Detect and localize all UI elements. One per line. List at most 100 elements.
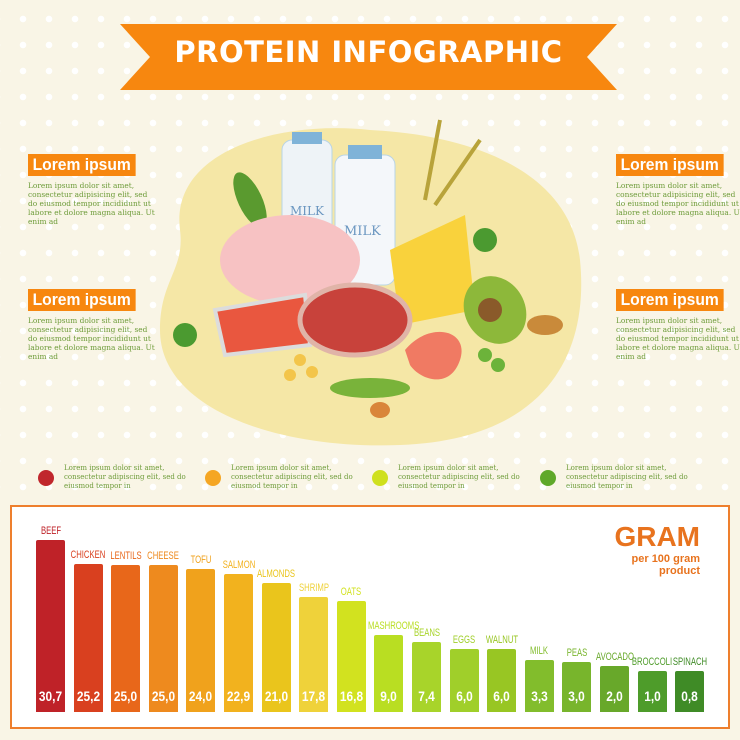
info-heading: Lorem ipsum	[616, 289, 724, 311]
bar-category-label: MASHROOMS	[367, 620, 420, 633]
bar-value-label: 6,0	[455, 688, 473, 704]
bar	[524, 660, 554, 712]
chart-title: GRAM	[614, 521, 700, 552]
legend-text: Lorem ipsum dolor sit amet, consectetur …	[231, 464, 353, 490]
legend-text: Lorem ipsum dolor sit amet, consectetur …	[398, 464, 520, 490]
bar	[186, 569, 216, 712]
bar-value-label: 25,0	[114, 688, 138, 704]
bar-value-label: 0,8	[681, 688, 698, 704]
bar-value-label: 16,8	[339, 688, 363, 704]
milk-label: MILK	[344, 224, 381, 239]
bar-value-label: 1,0	[643, 688, 661, 704]
bar-category-label: MILK	[530, 645, 549, 658]
broccoli-icon	[473, 228, 497, 252]
bar	[637, 670, 667, 712]
bar-value-label: 6,0	[493, 688, 510, 704]
bar-value-label: 22,9	[226, 688, 251, 704]
wheat-icon	[423, 119, 482, 207]
info-block: Lorem ipsum Lorem ipsum dolor sit amet, …	[616, 154, 740, 226]
bar-category-label: BEANS	[413, 627, 440, 640]
title-ribbon	[120, 24, 617, 90]
bar-category-label: OATS	[341, 586, 362, 599]
legend-text: Lorem ipsum dolor sit amet, consectetur …	[566, 464, 688, 490]
info-text: Lorem ipsum dolor sit amet, consectetur …	[28, 181, 155, 226]
bar-category-label: BROCCOLI	[631, 655, 673, 668]
bar	[36, 539, 65, 712]
bar-category-label: EGGS	[452, 633, 476, 646]
bar-value-label: 9,0	[380, 688, 398, 704]
bar-value-label: 3,3	[531, 688, 548, 704]
bar	[487, 648, 517, 712]
peas-pod-icon	[330, 378, 410, 398]
milk-label: MILK	[290, 204, 325, 218]
bar	[111, 565, 141, 712]
bar-value-label: 25,2	[76, 688, 100, 704]
bar-category-label: PEAS	[566, 646, 588, 659]
bar-value-label: 3,0	[568, 688, 586, 704]
legend-text: Lorem ipsum dolor sit amet, consectetur …	[64, 464, 186, 490]
bar-value-label: 30,7	[38, 688, 63, 704]
bar-category-label: BEEF	[40, 524, 61, 537]
cheese-icon	[390, 215, 475, 325]
bar-value-label: 2,0	[606, 688, 623, 704]
bar	[148, 565, 178, 712]
info-heading: Lorem ipsum	[28, 154, 136, 176]
bar-value-label: 25,0	[151, 688, 175, 704]
info-block: Lorem ipsum Lorem ipsum dolor sit amet, …	[28, 289, 158, 361]
bar-value-label: 7,4	[418, 688, 435, 704]
legend-item: Lorem ipsum dolor sit amet, consectetur …	[540, 464, 706, 491]
salmon-icon	[212, 292, 313, 358]
legend-item: Lorem ipsum dolor sit amet, consectetur …	[38, 464, 204, 491]
legend-item: Lorem ipsum dolor sit amet, consectetur …	[372, 464, 538, 491]
bar	[562, 661, 592, 712]
pea-icon	[478, 348, 492, 362]
broccoli-icon	[173, 323, 197, 347]
info-heading: Lorem ipsum	[28, 289, 136, 311]
bar-value-label: 21,0	[264, 688, 288, 704]
legend-dot	[540, 469, 556, 486]
bar-category-label: ALMONDS	[257, 567, 296, 580]
page-title: PROTEIN INFOGRAPHIC	[174, 35, 563, 69]
bar-category-label: SHRIMP	[298, 581, 329, 594]
bar-category-label: SPINACH	[672, 656, 707, 669]
chicken-icon	[220, 215, 360, 305]
chart-subtitle: per 100 gram product	[631, 553, 700, 577]
info-text: Lorem ipsum dolor sit amet, consectetur …	[616, 316, 740, 361]
bar	[73, 564, 103, 712]
almond-icon	[527, 315, 563, 335]
info-block: Lorem ipsum Lorem ipsum dolor sit amet, …	[28, 154, 158, 226]
bar	[449, 648, 479, 712]
bar	[299, 596, 329, 712]
bar	[675, 671, 705, 712]
shrimp-icon	[405, 331, 462, 380]
steak-icon	[297, 282, 413, 358]
bar-category-label: CHEESE	[147, 550, 180, 562]
bar-category-label: WALNUT	[485, 633, 518, 646]
legend-dot	[205, 469, 221, 486]
protein-chart: GRAM per 100 gram product 30,7 BEEF 25,2 CH…	[10, 505, 730, 729]
info-text: Lorem ipsum dolor sit amet, consectetur …	[616, 181, 740, 226]
bar	[224, 574, 253, 712]
bar-category-label: AVOCADO	[595, 651, 634, 664]
bar	[600, 666, 629, 712]
bean-icon	[370, 402, 390, 418]
bar-value-label: 24,0	[189, 688, 213, 704]
lentil-icon	[294, 354, 306, 366]
bar-category-label: CHICKEN	[70, 549, 106, 562]
bar-category-label: SALMON	[222, 559, 255, 572]
info-text: Lorem ipsum dolor sit amet, consectetur …	[28, 316, 155, 361]
info-heading: Lorem ipsum	[616, 154, 724, 176]
legend-item: Lorem ipsum dolor sit amet, consectetur …	[205, 464, 371, 491]
bar-category-label: LENTILS	[110, 550, 142, 562]
legend-dot	[38, 469, 54, 486]
legend-dot	[372, 469, 388, 486]
bar-category-label: TOFU	[190, 554, 212, 567]
bar-value-label: 17,8	[302, 688, 326, 704]
bar	[336, 601, 366, 712]
bar	[374, 635, 404, 712]
bar	[412, 642, 441, 712]
info-block: Lorem ipsum Lorem ipsum dolor sit amet, …	[616, 289, 740, 361]
leaf-icon	[233, 172, 267, 228]
bar	[261, 582, 291, 712]
food-illustration: MILK MILK	[160, 119, 582, 446]
